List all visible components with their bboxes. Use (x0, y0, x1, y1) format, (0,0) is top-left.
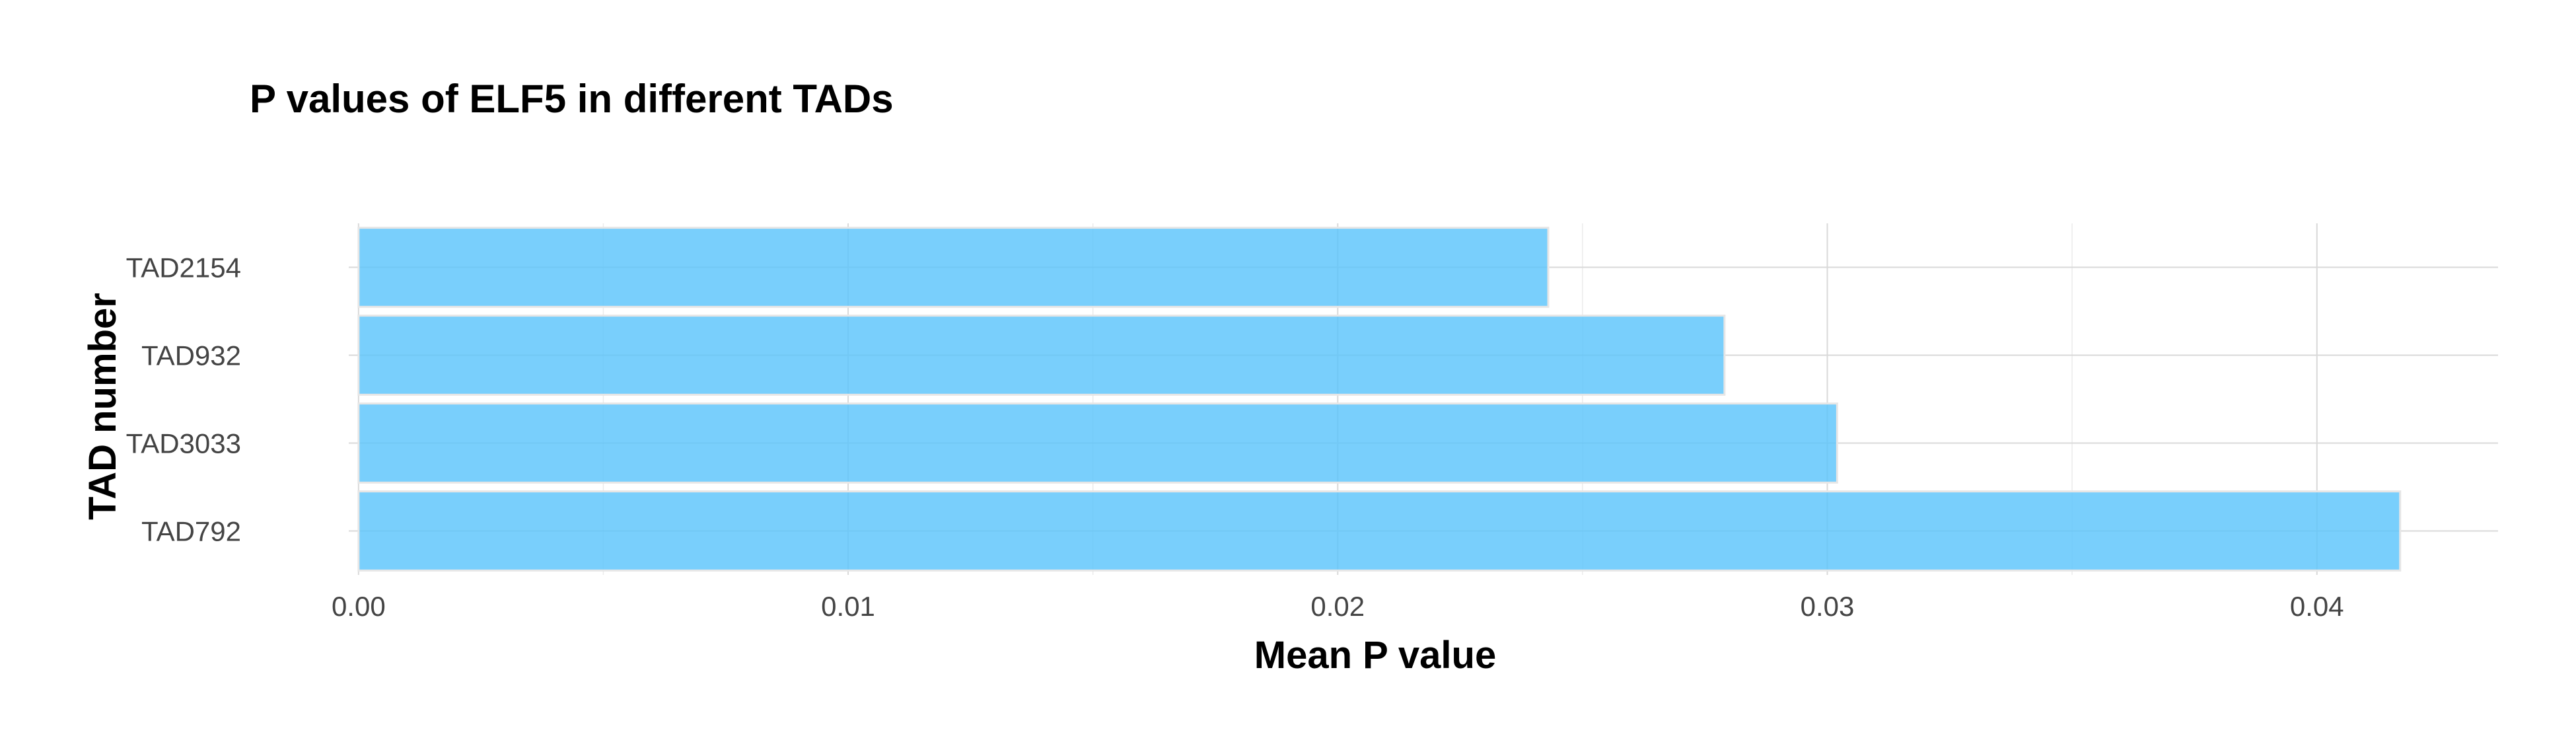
x-axis-title: Mean P value (1254, 634, 1496, 677)
bar-tad792 (357, 490, 2402, 572)
y-tick-label: TAD792 (141, 516, 241, 547)
x-tick-label: 0.03 (1801, 591, 1855, 622)
chart-title: P values of ELF5 in different TADs (250, 77, 894, 121)
y-tick-label: TAD2154 (126, 252, 241, 283)
y-tick-label: TAD3033 (126, 428, 241, 459)
x-axis-ticks: 0.00 0.01 0.02 0.03 0.04 (332, 591, 2344, 622)
bar-tad3033 (357, 402, 1838, 484)
x-tick-label: 0.01 (821, 591, 875, 622)
y-axis-title: TAD number (81, 293, 124, 520)
bars (357, 227, 2402, 572)
x-tick-label: 0.02 (1310, 591, 1365, 622)
x-tick-label: 0.00 (332, 591, 386, 622)
y-axis-ticks: TAD2154 TAD932 TAD3033 TAD792 (126, 252, 241, 547)
x-tick-label: 0.04 (2290, 591, 2344, 622)
y-tick-label: TAD932 (141, 340, 241, 371)
bar-tad2154 (357, 227, 1550, 308)
bar-tad932 (357, 315, 1726, 396)
